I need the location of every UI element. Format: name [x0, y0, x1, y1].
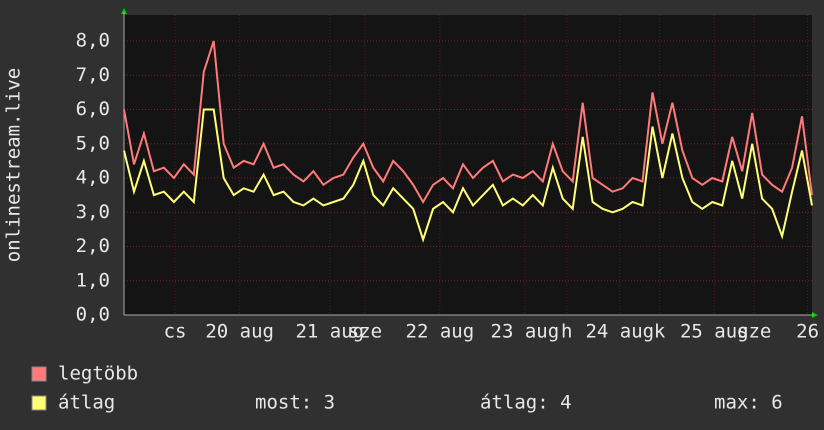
y-tick-label: 7,0	[76, 64, 110, 86]
series-line	[123, 40, 813, 204]
y-tick-label: 8,0	[76, 30, 110, 52]
x-tick-label: 24 aug	[585, 321, 654, 343]
stat-label: most: 3	[255, 392, 335, 414]
x-tick-label: 23 aug	[491, 321, 560, 343]
y-tick-label: 4,0	[76, 167, 110, 189]
y-tick-label: 0,0	[76, 304, 110, 326]
y-axis-label: onlinestream.live	[3, 68, 25, 262]
x-tick-label: 25 aug	[680, 321, 749, 343]
series-line	[123, 108, 813, 243]
x-tick-label: sze	[737, 321, 771, 343]
arrow	[121, 8, 127, 14]
legend-label: átlag	[58, 392, 115, 414]
legend-label: legtöbb	[58, 363, 138, 385]
arrow	[812, 312, 818, 318]
y-tick-label: 5,0	[76, 132, 110, 154]
x-tick-label: cs	[164, 321, 187, 343]
y-tick-label: 1,0	[76, 269, 110, 291]
y-tick-label: 6,0	[76, 98, 110, 120]
y-tick-label: 2,0	[76, 235, 110, 257]
x-tick-label: 26	[796, 321, 819, 343]
x-tick-label: 20 aug	[205, 321, 274, 343]
y-tick-label: 3,0	[76, 201, 110, 223]
legend-swatch	[31, 366, 47, 382]
plot-area	[124, 15, 812, 315]
x-tick-label: 22 aug	[406, 321, 475, 343]
stat-label: átlag: 4	[480, 392, 572, 414]
legend-swatch	[31, 395, 47, 411]
stat-label: max: 6	[714, 392, 783, 414]
x-tick-label: h	[561, 321, 572, 343]
x-tick-label: sze	[348, 321, 382, 343]
x-tick-label: k	[654, 321, 666, 343]
x-tick-label: 21 aug	[295, 321, 364, 343]
